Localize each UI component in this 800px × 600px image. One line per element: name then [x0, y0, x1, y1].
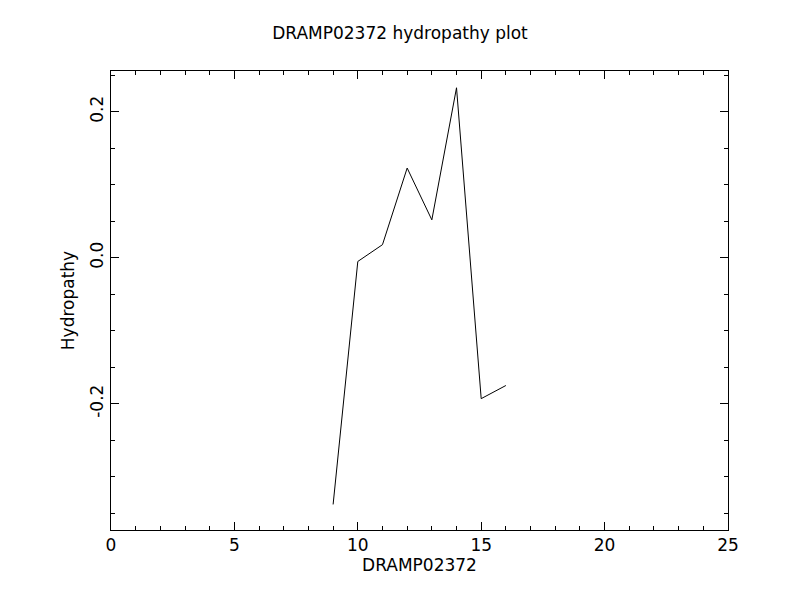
- svg-text:25: 25: [717, 535, 739, 555]
- svg-text:10: 10: [347, 535, 369, 555]
- svg-text:0.2: 0.2: [87, 96, 107, 123]
- svg-text:0: 0: [106, 535, 117, 555]
- svg-text:0.0: 0.0: [87, 242, 107, 269]
- svg-text:-0.2: -0.2: [87, 385, 107, 418]
- svg-text:DRAMP02372: DRAMP02372: [362, 555, 477, 575]
- svg-text:DRAMP02372 hydropathy plot: DRAMP02372 hydropathy plot: [272, 23, 528, 43]
- svg-text:15: 15: [470, 535, 492, 555]
- svg-text:5: 5: [229, 535, 240, 555]
- svg-text:20: 20: [594, 535, 616, 555]
- svg-text:Hydropathy: Hydropathy: [58, 251, 78, 350]
